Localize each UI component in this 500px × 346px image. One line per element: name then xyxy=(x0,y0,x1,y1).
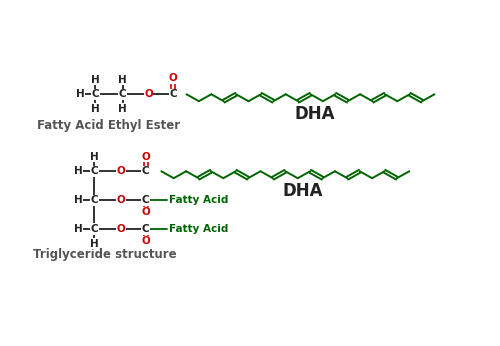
Text: O: O xyxy=(116,224,125,234)
Text: O: O xyxy=(142,236,150,246)
Text: Fatty Acid: Fatty Acid xyxy=(169,195,228,205)
Text: C: C xyxy=(92,89,99,99)
Text: C: C xyxy=(169,89,177,99)
Text: DHA: DHA xyxy=(294,105,335,123)
Text: O: O xyxy=(144,89,153,99)
Text: C: C xyxy=(119,89,126,99)
Text: H: H xyxy=(74,224,82,234)
Text: C: C xyxy=(142,166,150,176)
Text: O: O xyxy=(168,73,177,83)
Text: H: H xyxy=(118,75,127,85)
Text: H: H xyxy=(90,239,98,249)
Text: H: H xyxy=(74,166,82,176)
Text: H: H xyxy=(90,152,98,162)
Text: C: C xyxy=(90,195,98,205)
Text: C: C xyxy=(142,195,150,205)
Text: H: H xyxy=(91,75,100,85)
Text: Fatty Acid Ethyl Ester: Fatty Acid Ethyl Ester xyxy=(38,119,180,131)
Text: H: H xyxy=(76,89,84,99)
Text: C: C xyxy=(90,166,98,176)
Text: H: H xyxy=(74,195,82,205)
Text: C: C xyxy=(142,224,150,234)
Text: O: O xyxy=(116,195,125,205)
Text: O: O xyxy=(142,208,150,217)
Text: O: O xyxy=(142,152,150,162)
Text: H: H xyxy=(118,104,127,114)
Text: Fatty Acid: Fatty Acid xyxy=(169,224,228,234)
Text: C: C xyxy=(90,224,98,234)
Text: O: O xyxy=(116,166,125,176)
Text: DHA: DHA xyxy=(282,182,323,200)
Text: Triglyceride structure: Triglyceride structure xyxy=(34,247,177,261)
Text: H: H xyxy=(91,104,100,114)
